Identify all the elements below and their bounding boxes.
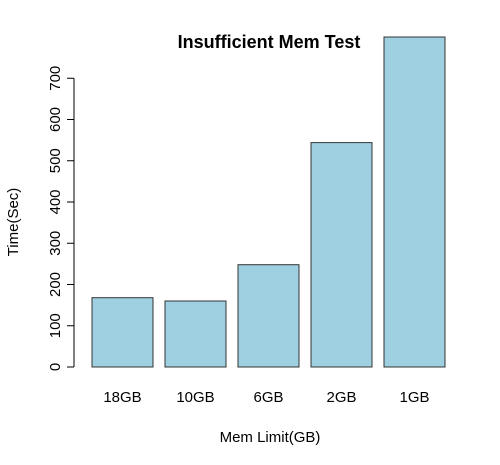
- x-tick-label: 1GB: [399, 389, 429, 406]
- y-tick-label: 700: [47, 66, 64, 91]
- y-tick-label: 100: [47, 313, 64, 338]
- y-axis-title: Time(Sec): [5, 188, 22, 257]
- x-tick-label: 2GB: [326, 389, 356, 406]
- y-tick-label: 0: [47, 363, 64, 371]
- y-tick-label: 500: [47, 148, 64, 173]
- y-tick-label: 400: [47, 189, 64, 214]
- y-tick-label: 200: [47, 272, 64, 297]
- x-axis-title: Mem Limit(GB): [220, 429, 321, 446]
- bar-18gb: [91, 297, 154, 368]
- chart-title: Insufficient Mem Test: [178, 32, 361, 52]
- bar-10gb: [164, 300, 227, 368]
- x-tick-label: 18GB: [103, 389, 141, 406]
- bars-group: [91, 36, 446, 368]
- x-tick-label: 6GB: [253, 389, 283, 406]
- bar-2gb: [310, 142, 373, 368]
- bar-1gb: [383, 36, 446, 368]
- bar-6gb: [237, 264, 300, 368]
- y-tick-label: 600: [47, 107, 64, 132]
- y-axis: 0 100 200 300 400 500 600 700: [47, 66, 75, 371]
- x-tick-labels: 18GB 10GB 6GB 2GB 1GB: [103, 389, 429, 406]
- x-tick-label: 10GB: [176, 389, 214, 406]
- y-tick-label: 300: [47, 231, 64, 256]
